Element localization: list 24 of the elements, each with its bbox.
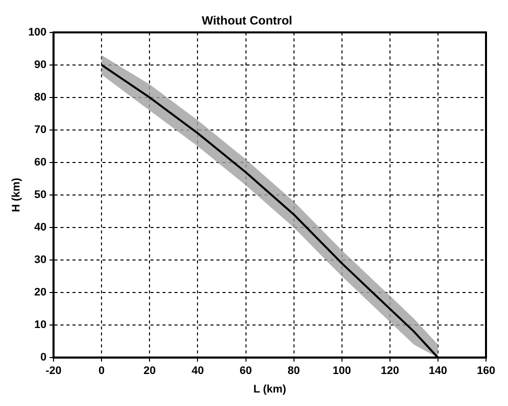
x-tick-label: 20 [144, 365, 156, 378]
x-tick-label: 40 [192, 365, 204, 378]
y-tick-label: 50 [34, 189, 47, 202]
y-tick-label: 70 [34, 124, 47, 136]
x-tick-label: 160 [476, 365, 496, 378]
y-tick-label: 10 [34, 319, 47, 332]
x-tick-label: 0 [98, 365, 105, 378]
x-tick-label: 140 [428, 365, 448, 378]
y-tick-label: 100 [28, 26, 47, 38]
y-tick-label: 90 [34, 58, 47, 71]
y-tick-label: 30 [34, 254, 47, 266]
y-tick-label: 40 [34, 222, 47, 234]
y-tick-label: 20 [34, 286, 47, 299]
y-tick-label: 0 [40, 352, 47, 364]
y-axis-title: H (km) [10, 178, 23, 212]
x-tick-label: 80 [288, 365, 300, 378]
x-tick-label: -20 [46, 365, 62, 378]
y-tick-label: 80 [34, 91, 47, 104]
y-tick-label: 60 [34, 156, 47, 169]
chart-title: Without Control [202, 14, 292, 28]
x-tick-label: 120 [380, 365, 400, 378]
x-axis-title: L (km) [253, 383, 287, 396]
x-tick-label: 60 [240, 365, 252, 378]
x-tick-label: 100 [332, 365, 352, 378]
